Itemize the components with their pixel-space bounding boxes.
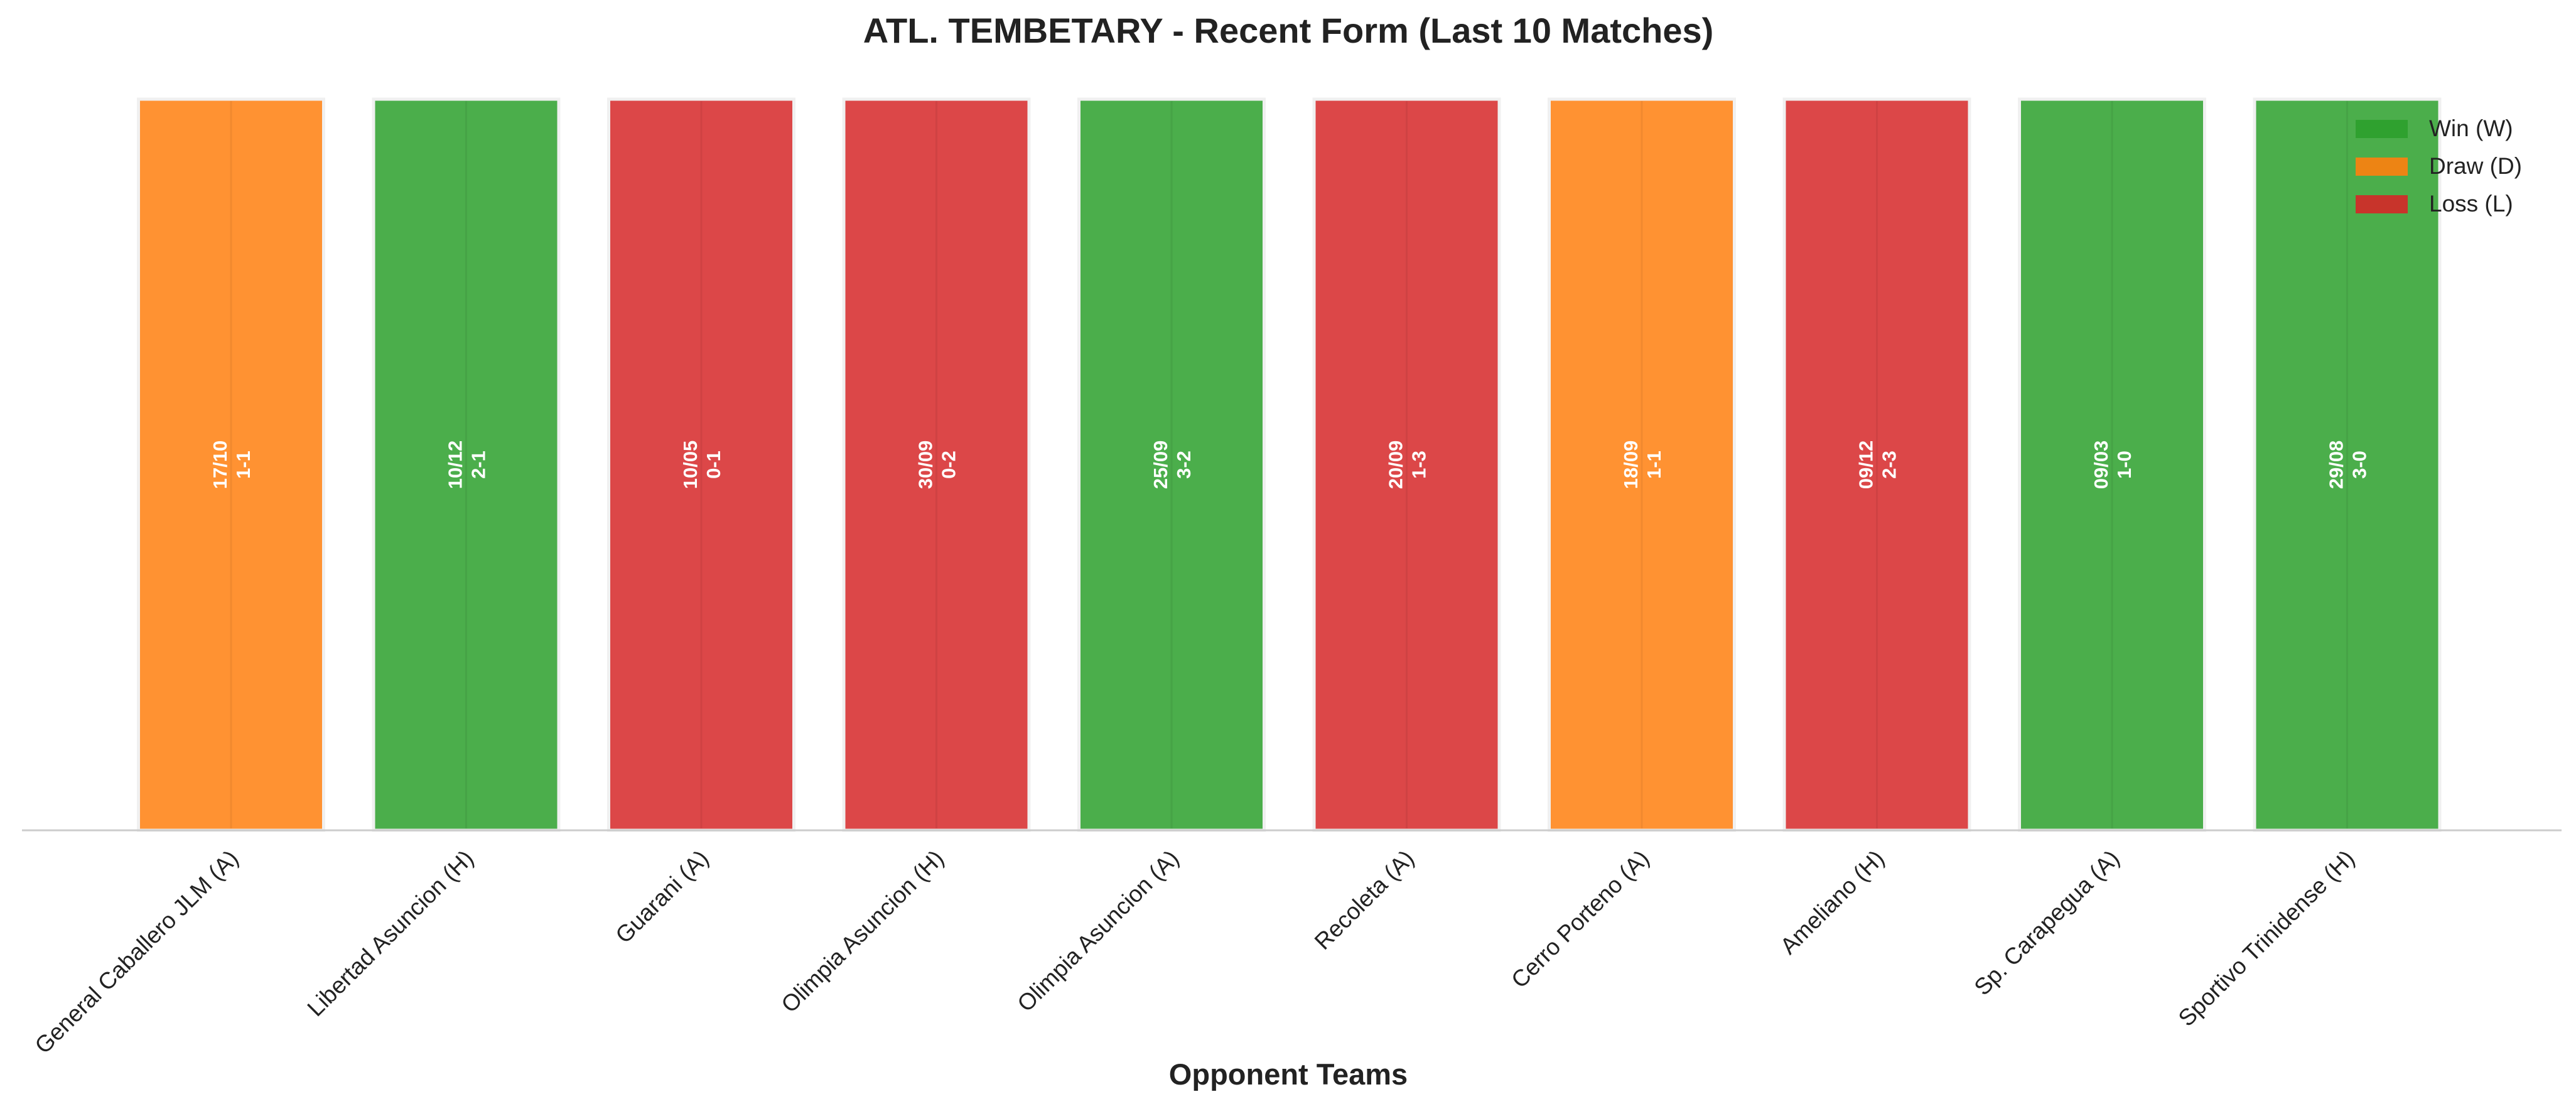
match-date: 10/12 [445, 441, 466, 490]
match-date: 09/03 [2090, 441, 2112, 490]
x-tick-label: Olimpia Asuncion (A) [1012, 845, 1183, 1017]
legend-swatch-d [2356, 158, 2408, 176]
chart-title: ATL. TEMBETARY - Recent Form (Last 10 Ma… [863, 11, 1714, 50]
legend: Win (W) Draw (D) Loss (L) [2356, 115, 2522, 217]
bar-7 [1548, 97, 1736, 832]
bar-data-label: 09/122-3 [1855, 441, 1900, 490]
bar-5 [1077, 97, 1266, 832]
bar-data-label: 09/031-0 [2090, 441, 2135, 490]
bar-data-label: 10/122-1 [445, 441, 490, 490]
legend-swatch-l [2356, 195, 2408, 213]
match-date: 29/08 [2325, 441, 2347, 490]
match-score: 2-1 [468, 451, 490, 479]
match-date: 10/05 [679, 441, 701, 490]
bar-2 [372, 97, 561, 832]
x-tick-label: Recoleta (A) [1310, 845, 1419, 955]
match-score: 1-0 [2113, 451, 2135, 479]
bar-data-label: 29/083-0 [2325, 441, 2371, 490]
bar-6 [1312, 97, 1501, 832]
legend-label-d: Draw (D) [2429, 153, 2522, 179]
x-tick-labels: General Caballero JLM (A) Libertad Asunci… [30, 845, 2359, 1059]
x-tick-label: Cerro Porteno (A) [1506, 845, 1654, 993]
bar-data-label: 30/090-2 [915, 441, 960, 490]
bar-data-label: 10/050-1 [679, 441, 725, 490]
legend-swatch-w [2356, 120, 2408, 138]
match-score: 2-3 [1878, 451, 1900, 479]
match-date: 17/10 [209, 441, 231, 490]
match-score: 0-1 [703, 451, 725, 479]
bar-data-label: 18/091-1 [1620, 441, 1665, 490]
x-tick-label: Guarani (A) [610, 845, 713, 948]
match-score: 1-1 [1643, 451, 1665, 479]
x-axis-label: Opponent Teams [1169, 1058, 1408, 1091]
bar-data-label: 20/091-3 [1385, 441, 1430, 490]
match-score: 1-3 [1408, 451, 1430, 479]
x-tick-label: Sportivo Trinidense (H) [2174, 845, 2360, 1032]
x-tick-label: Sp. Carapegua (A) [1970, 845, 2125, 1000]
bar-data-label: 17/101-1 [209, 441, 254, 490]
match-score: 0-2 [938, 451, 960, 479]
x-tick-label: General Caballero JLM (A) [30, 845, 243, 1059]
x-tick-label: Olimpia Asuncion (H) [776, 845, 949, 1018]
legend-label-l: Loss (L) [2429, 191, 2513, 217]
x-tick-label: Ameliano (H) [1775, 845, 1889, 960]
match-date: 20/09 [1385, 441, 1407, 490]
match-score: 1-1 [232, 451, 254, 479]
bar-10 [2253, 97, 2442, 832]
bar-data-label: 25/093-2 [1150, 441, 1195, 490]
match-date: 18/09 [1620, 441, 1642, 490]
match-date: 30/09 [915, 441, 937, 490]
x-tick-label: Libertad Asuncion (H) [303, 845, 479, 1022]
match-date: 09/12 [1855, 441, 1877, 490]
bar-4 [842, 97, 1031, 832]
match-score: 3-0 [2349, 451, 2371, 479]
bars-layer: 17/101-1 10/122-1 10/050-1 30/090-2 25/093-2… [137, 97, 2442, 832]
bar-1 [137, 97, 325, 832]
match-score: 3-2 [1173, 451, 1195, 479]
bar-3 [607, 97, 795, 832]
match-date: 25/09 [1150, 441, 1172, 490]
legend-label-w: Win (W) [2429, 115, 2513, 141]
